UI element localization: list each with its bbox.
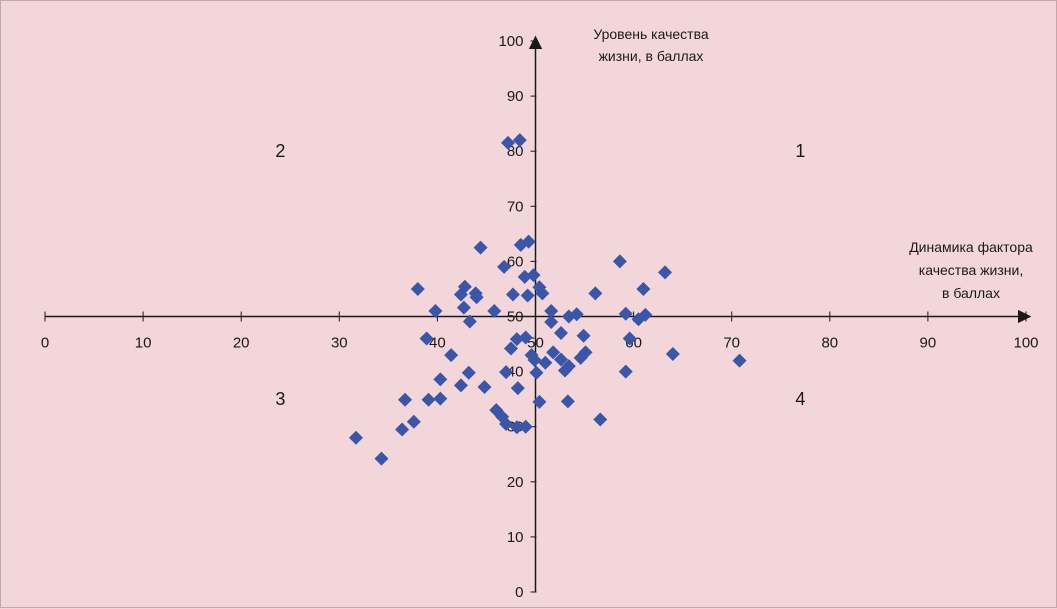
y-tick-label: 60 bbox=[507, 253, 524, 270]
y-tick-label: 100 bbox=[498, 33, 523, 50]
x-axis-title-line: качества жизни, bbox=[919, 262, 1023, 278]
data-point bbox=[636, 281, 651, 296]
x-tick-label: 90 bbox=[920, 335, 937, 352]
x-tick-label: 70 bbox=[723, 335, 740, 352]
data-point bbox=[554, 352, 569, 367]
data-point bbox=[505, 287, 520, 302]
data-point bbox=[487, 303, 502, 318]
data-point bbox=[538, 355, 553, 370]
data-point bbox=[499, 365, 514, 380]
x-axis-title-line: Динамика фактора bbox=[909, 239, 1033, 255]
data-points bbox=[348, 133, 747, 466]
data-point bbox=[499, 416, 514, 431]
quadrant-label-4: 4 bbox=[795, 389, 805, 409]
data-point bbox=[398, 392, 413, 407]
data-point bbox=[512, 133, 527, 148]
data-point bbox=[453, 378, 468, 393]
data-point bbox=[518, 419, 533, 434]
axis-titles: Уровень качества жизни, в баллах Динамика … bbox=[593, 26, 1033, 301]
axes bbox=[44, 35, 1032, 593]
data-point bbox=[612, 254, 627, 269]
data-point bbox=[509, 332, 524, 347]
data-point bbox=[348, 430, 363, 445]
data-point bbox=[374, 451, 389, 466]
data-point bbox=[546, 345, 561, 360]
y-tick-label: 10 bbox=[507, 529, 524, 546]
data-point bbox=[406, 414, 421, 429]
x-tick-label: 0 bbox=[41, 335, 49, 352]
data-point bbox=[503, 341, 518, 356]
data-point bbox=[497, 259, 512, 274]
data-point bbox=[576, 328, 591, 343]
y-tick-label: 40 bbox=[507, 364, 524, 381]
data-point bbox=[535, 286, 550, 301]
x-tick-label: 20 bbox=[233, 335, 250, 352]
quadrant-label-1: 1 bbox=[795, 141, 805, 161]
y-tick-label: 70 bbox=[507, 198, 524, 215]
data-point bbox=[456, 300, 471, 315]
x-axis-title-line: в баллах bbox=[942, 285, 1000, 301]
data-point bbox=[638, 307, 653, 322]
data-point bbox=[588, 286, 603, 301]
data-point bbox=[428, 303, 443, 318]
data-point bbox=[473, 240, 488, 255]
x-tick-label: 10 bbox=[135, 335, 152, 352]
data-point bbox=[510, 381, 525, 396]
x-tick-label: 80 bbox=[821, 335, 838, 352]
data-point bbox=[444, 348, 459, 363]
data-point bbox=[618, 306, 633, 321]
data-point bbox=[732, 353, 747, 368]
data-point bbox=[527, 353, 542, 368]
data-point bbox=[557, 363, 572, 378]
data-point bbox=[433, 391, 448, 406]
data-point bbox=[419, 331, 434, 346]
y-tick-label: 80 bbox=[507, 143, 524, 160]
data-point bbox=[544, 315, 559, 330]
data-point bbox=[461, 365, 476, 380]
y-tick-label: 20 bbox=[507, 474, 524, 491]
data-point bbox=[569, 307, 584, 322]
data-point bbox=[421, 392, 436, 407]
data-point bbox=[410, 281, 425, 296]
data-point bbox=[554, 326, 569, 341]
data-point bbox=[532, 394, 547, 409]
data-point bbox=[529, 365, 544, 380]
y-tick-label: 50 bbox=[507, 309, 524, 326]
data-point bbox=[560, 394, 575, 409]
y-tick-label: 0 bbox=[515, 584, 523, 601]
data-point bbox=[665, 346, 680, 361]
y-axis-title-line: Уровень качества bbox=[593, 26, 709, 42]
data-point bbox=[518, 330, 533, 345]
x-tick-label: 100 bbox=[1013, 335, 1038, 352]
data-point bbox=[520, 288, 535, 303]
data-point bbox=[521, 234, 536, 249]
y-axis-title-line: жизни, в баллах bbox=[599, 48, 704, 64]
data-point bbox=[477, 380, 492, 395]
data-point bbox=[469, 290, 484, 305]
data-point bbox=[618, 364, 633, 379]
y-tick-label: 90 bbox=[507, 88, 524, 105]
quadrant-labels: 1 2 3 4 bbox=[275, 141, 805, 409]
data-point bbox=[544, 303, 559, 318]
data-point bbox=[657, 265, 672, 280]
data-point bbox=[457, 279, 472, 294]
data-point bbox=[622, 331, 637, 346]
data-point bbox=[462, 314, 477, 329]
data-point bbox=[578, 345, 593, 360]
data-point bbox=[501, 135, 516, 150]
data-point bbox=[509, 420, 524, 435]
data-point bbox=[517, 269, 532, 284]
data-point bbox=[395, 422, 410, 437]
quadrant-label-2: 2 bbox=[275, 141, 285, 161]
data-point bbox=[526, 268, 541, 283]
x-tick-label: 30 bbox=[331, 335, 348, 352]
data-point bbox=[593, 412, 608, 427]
data-point bbox=[433, 372, 448, 387]
quadrant-label-3: 3 bbox=[275, 389, 285, 409]
